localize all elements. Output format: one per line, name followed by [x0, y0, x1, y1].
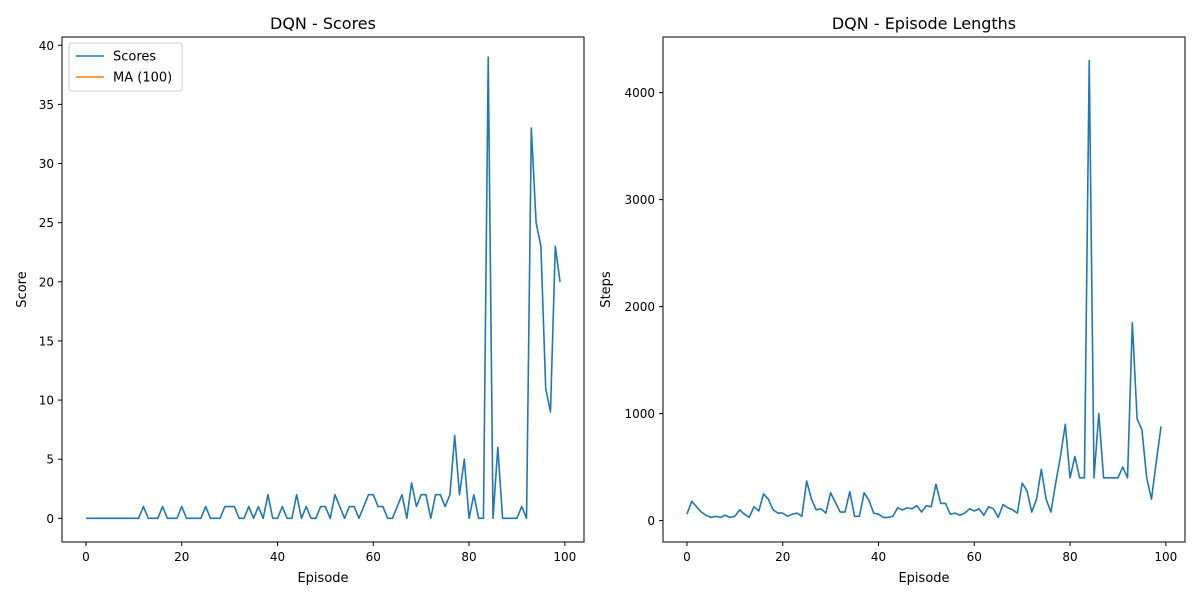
scores-series-line-0 — [85, 56, 561, 520]
scores-y-tick-label: 0 — [46, 512, 54, 526]
scores-chart: DQN - Scores 0 20 40 60 80 100 0 5 10 15 20 25 30 35… — [15, 14, 585, 586]
episode-lengths-x-tick-label: 80 — [1062, 550, 1077, 564]
scores-chart-title: DQN - Scores — [270, 14, 376, 33]
scores-chart-y-axis-label: Score — [15, 271, 30, 307]
episode-lengths-chart-plot-frame — [662, 36, 1186, 543]
episode-lengths-x-tick-label: 20 — [775, 550, 790, 564]
scores-chart-y-ticks: 0 5 10 15 20 25 30 35 40 — [39, 39, 62, 526]
episode-lengths-x-tick-label: 40 — [871, 550, 886, 564]
scores-y-tick-label: 25 — [39, 216, 54, 230]
scores-x-tick-label: 40 — [270, 550, 285, 564]
scores-chart-x-ticks: 0 20 40 60 80 100 — [82, 542, 576, 564]
scores-y-tick-label: 5 — [46, 453, 54, 467]
scores-y-tick-label: 35 — [39, 98, 54, 112]
scores-chart-series-layer — [85, 56, 561, 520]
scores-chart-x-axis-label: Episode — [297, 571, 348, 586]
scores-y-tick-label: 10 — [39, 394, 54, 408]
episode-lengths-series-line-0 — [686, 59, 1162, 519]
legend-ma-label: MA (100) — [113, 71, 172, 86]
scores-x-tick-label: 60 — [366, 550, 381, 564]
scores-x-tick-label: 80 — [461, 550, 476, 564]
scores-y-tick-label: 15 — [39, 334, 54, 348]
episode-lengths-chart-y-ticks: 0 1000 2000 3000 4000 — [624, 86, 663, 528]
scores-y-tick-label: 20 — [39, 275, 54, 289]
episode-lengths-y-tick-label: 2000 — [624, 300, 655, 314]
episode-lengths-chart-series-layer — [686, 59, 1162, 519]
episode-lengths-chart-y-axis-label: Steps — [599, 271, 614, 308]
scores-x-tick-label: 0 — [82, 550, 90, 564]
episode-lengths-chart: DQN - Episode Lengths 0 20 40 60 80 100 0 1000… — [599, 14, 1186, 586]
scores-y-tick-label: 40 — [39, 39, 54, 53]
episode-lengths-x-tick-label: 100 — [1154, 550, 1177, 564]
legend-scores-label: Scores — [113, 50, 156, 65]
episode-lengths-chart-x-axis-label: Episode — [898, 571, 949, 586]
scores-chart-plot-frame — [61, 36, 585, 543]
scores-x-tick-label: 20 — [174, 550, 189, 564]
episode-lengths-y-tick-label: 0 — [647, 514, 655, 528]
episode-lengths-chart-x-ticks: 0 20 40 60 80 100 — [683, 542, 1177, 564]
episode-lengths-x-tick-label: 60 — [967, 550, 982, 564]
episode-lengths-x-tick-label: 0 — [683, 550, 691, 564]
episode-lengths-y-tick-label: 4000 — [624, 86, 655, 100]
scores-x-tick-label: 100 — [553, 550, 576, 564]
legend-box — [68, 42, 183, 92]
episode-lengths-y-tick-label: 1000 — [624, 407, 655, 421]
episode-lengths-chart-title: DQN - Episode Lengths — [832, 14, 1016, 33]
episode-lengths-y-tick-label: 3000 — [624, 193, 655, 207]
scores-chart-legend: Scores MA (100) — [68, 42, 183, 92]
scores-y-tick-label: 30 — [39, 157, 54, 171]
